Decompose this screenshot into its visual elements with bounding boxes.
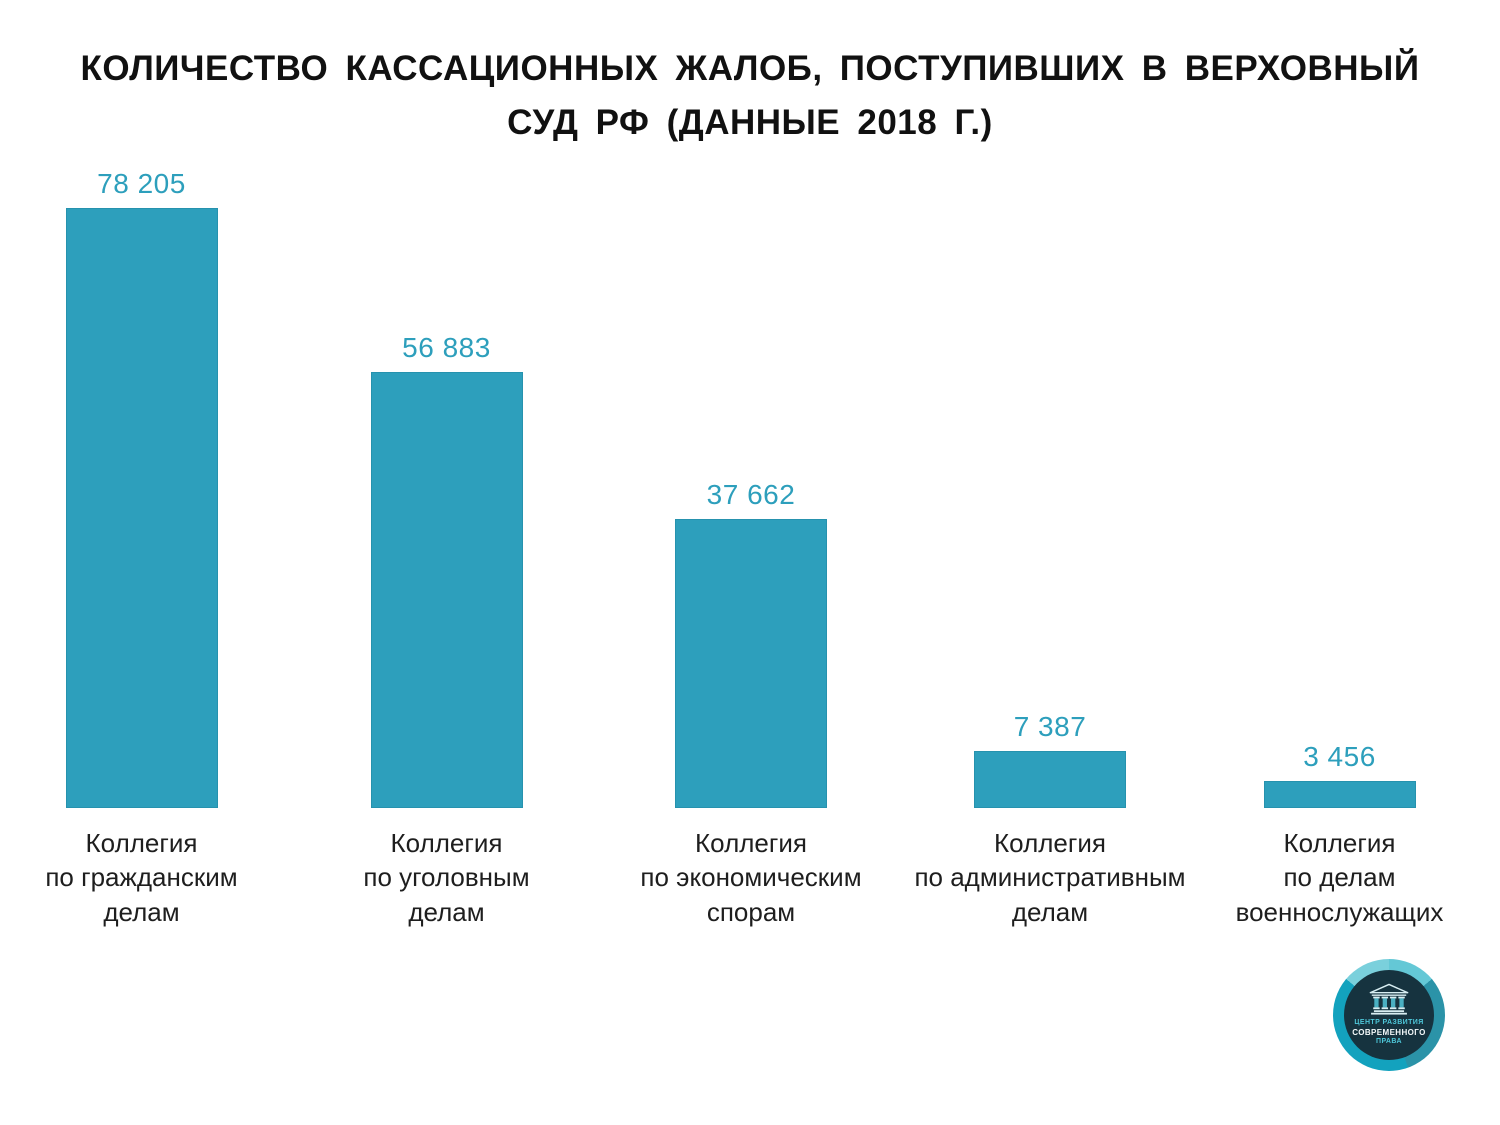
bar [1263, 781, 1416, 808]
category-label: Коллегия по экономическим спорам [640, 828, 862, 927]
bar-group: 37 662 Коллегия по экономическим спорам [601, 0, 901, 1125]
logo-ring: ЦЕНТР РАЗВИТИЯ СОВРЕМЕННОГО ПРАВА [1333, 959, 1445, 1071]
chart-title: КОЛИЧЕСТВО КАССАЦИОННЫХ ЖАЛОБ, ПОСТУПИВШ… [0, 42, 1500, 151]
chart-title-line-2: СУД РФ (ДАННЫЕ 2018 Г.) [507, 103, 993, 143]
bar-value-label: 56 883 [402, 332, 491, 364]
bar-group: 78 205 Коллегия по гражданским делам [0, 0, 292, 1125]
logo-text-line1: ЦЕНТР РАЗВИТИЯ [1354, 1019, 1424, 1026]
logo-text-line2: СОВРЕМЕННОГО [1352, 1027, 1426, 1037]
classical-building-icon [1369, 983, 1409, 1015]
bar-value-label: 7 387 [1013, 711, 1087, 743]
category-label: Коллегия по административным делам [914, 828, 1186, 927]
bar [974, 751, 1126, 808]
category-label: Коллегия по уголовным делам [363, 828, 530, 927]
logo-inner-circle: ЦЕНТР РАЗВИТИЯ СОВРЕМЕННОГО ПРАВА [1344, 970, 1434, 1060]
bar-group: 7 387 Коллегия по административным делам [900, 0, 1200, 1125]
bar [675, 519, 827, 808]
logo-text-line3: ПРАВА [1376, 1037, 1402, 1045]
bar-value-label: 78 205 [97, 168, 186, 200]
bar-value-label: 37 662 [706, 479, 796, 511]
org-logo: ЦЕНТР РАЗВИТИЯ СОВРЕМЕННОГО ПРАВА [1333, 959, 1445, 1071]
bar-group: 3 456 Коллегия по делам военнослужащих [1190, 0, 1490, 1125]
category-label: Коллегия по делам военнослужащих [1235, 828, 1444, 927]
bar-group: 56 883 Коллегия по уголовным делам [297, 0, 597, 1125]
bar-value-label: 3 456 [1303, 741, 1376, 773]
chart-title-line-1: КОЛИЧЕСТВО КАССАЦИОННЫХ ЖАЛОБ, ПОСТУПИВШ… [80, 49, 1420, 88]
bar [65, 208, 218, 808]
category-label: Коллегия по гражданским делам [45, 828, 238, 927]
bar [370, 372, 523, 808]
